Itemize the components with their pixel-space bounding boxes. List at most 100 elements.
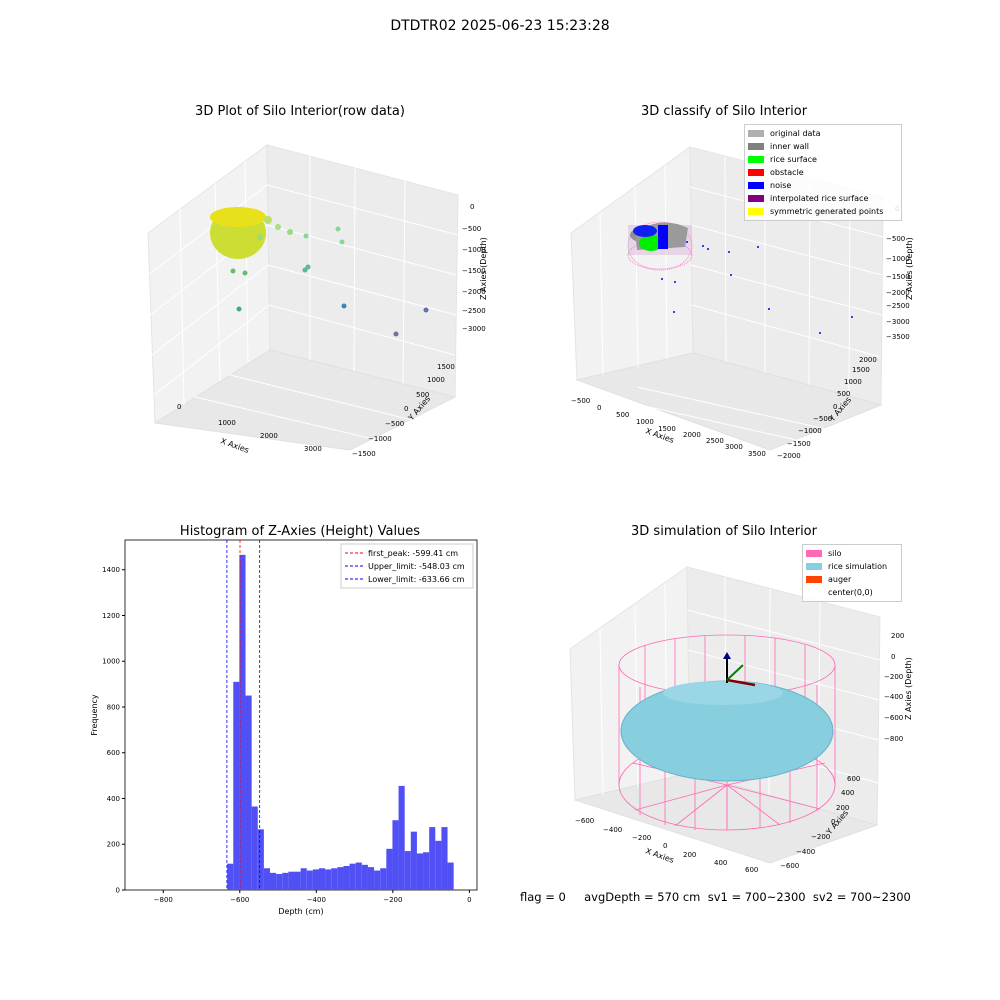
legend-label: rice simulation [828, 562, 888, 571]
histogram-bar [294, 871, 301, 890]
histogram-bar [331, 868, 338, 890]
legend-entry: original data [748, 127, 898, 140]
legend-label: center(0,0) [828, 588, 873, 597]
p2-ztick: −2000 [886, 289, 910, 297]
legend-swatch [806, 576, 822, 583]
legend-entry: silo [806, 547, 898, 560]
histogram-bar [337, 867, 344, 890]
p1-xtick: 3000 [304, 445, 322, 453]
plot-area [124, 539, 478, 891]
p4-xtick: −200 [632, 834, 651, 842]
legend-label: auger [828, 575, 852, 584]
legend-entry: auger [806, 573, 898, 586]
histogram-bar [257, 829, 264, 890]
y-tick-label: 400 [107, 795, 120, 803]
p4-xtick: −600 [575, 817, 594, 825]
histogram-bar [410, 831, 417, 890]
histogram-bar [374, 870, 381, 890]
p4-xtick: 0 [663, 842, 667, 850]
panel1-3d-plot: 0 1000 2000 3000 −1500 −1000 −500 0 500 … [147, 144, 488, 458]
histogram-bar [423, 852, 430, 890]
pane-back-left [570, 146, 694, 381]
legend-label: symmetric generated points [770, 207, 884, 216]
x-tick-label: −200 [383, 896, 402, 904]
p4-ytick: −600 [780, 862, 799, 870]
histogram-bar [416, 853, 424, 890]
panel4-3d-plot: −600 −400 −200 0 200 400 600 −600 −400 −… [569, 566, 913, 874]
legend-label: Lower_limit: -633.66 cm [368, 575, 465, 584]
p2-ytick: 1500 [852, 366, 870, 374]
p4-ztick: −800 [884, 735, 903, 743]
p1-ytick: 0 [404, 405, 408, 413]
p1-ytick: 500 [416, 391, 429, 399]
histogram-bar [441, 827, 448, 890]
histogram-bar [398, 785, 405, 890]
legend-swatch [806, 589, 822, 596]
auger-marker [723, 652, 756, 687]
legend-swatch [806, 563, 822, 570]
p1-ytick: 1000 [427, 376, 445, 384]
p1-ztick: −1000 [462, 246, 486, 254]
p2-xtick: 1500 [658, 425, 676, 433]
histogram-bar [245, 695, 252, 890]
x-tick-label: −600 [230, 896, 249, 904]
p2-ytick: 500 [837, 390, 850, 398]
legend-swatch [748, 156, 764, 163]
p4-xlabel: X Axies [644, 846, 675, 865]
p4-ztick: −600 [884, 714, 903, 722]
x-tick-label: −400 [307, 896, 326, 904]
histogram-bar [227, 863, 234, 890]
histogram-bar [380, 868, 387, 890]
histogram-bar [355, 862, 362, 890]
y-tick-label: 1200 [102, 612, 120, 620]
p1-zlabel: Z Axies (Depth) [479, 237, 488, 300]
panel1-points [210, 207, 429, 337]
histogram-bar [251, 806, 258, 890]
histogram-bar [392, 820, 399, 890]
p2-ytick: −500 [813, 415, 832, 423]
y-tick-label: 1400 [102, 566, 120, 574]
histogram-bar [349, 863, 356, 890]
p2-ytick: −1500 [787, 440, 811, 448]
p2-xtick: 500 [616, 411, 629, 419]
p4-ytick: 0 [831, 818, 835, 826]
histogram-bar [386, 848, 393, 890]
p1-ztick: −2000 [462, 288, 486, 296]
legend-swatch [748, 208, 764, 215]
histogram-bar [233, 681, 240, 890]
p2-xtick: 3000 [725, 443, 743, 451]
y-tick-label: 0 [116, 887, 120, 895]
p4-xtick: 200 [683, 851, 696, 859]
histogram-bar [404, 851, 411, 890]
p4-ztick: −200 [884, 673, 903, 681]
histogram-bar [300, 868, 307, 890]
p4-ytick: −400 [796, 848, 815, 856]
p1-xtick: 0 [177, 403, 181, 411]
p4-ytick: 400 [841, 789, 854, 797]
figure-title: DTDTR02 2025-06-23 15:23:28 [390, 18, 610, 34]
p1-ytick: −1000 [368, 435, 392, 443]
y-tick-label: 200 [107, 841, 120, 849]
p2-xtick: 2000 [683, 431, 701, 439]
panel4-title: 3D simulation of Silo Interior [631, 524, 817, 539]
histogram-bar [312, 869, 319, 890]
p2-ytick: −2000 [777, 452, 801, 460]
histogram-bar [361, 864, 368, 890]
legend-swatch [748, 195, 764, 202]
p2-ztick: −500 [886, 235, 905, 243]
histogram-chart: −800 −600 −400 −200 0 0 200 400 600 800 1000 1200 14… [90, 539, 478, 916]
p2-xtick: 1000 [636, 418, 654, 426]
panel2-points [627, 221, 853, 334]
p2-ytick: 1000 [844, 378, 862, 386]
legend-label: silo [828, 549, 842, 558]
p4-ytick: 200 [836, 804, 849, 812]
legend-entry: obstacle [748, 166, 898, 179]
histogram-bar [318, 868, 326, 890]
legend-swatch [748, 182, 764, 189]
p2-zlabel: Z Axies (Depth) [905, 237, 914, 300]
p4-ytick: 600 [847, 775, 860, 783]
histogram-bar [343, 865, 350, 890]
p4-zlabel: Z Axies (Depth) [904, 657, 913, 720]
histogram-bar [288, 871, 295, 890]
histogram-bar [239, 554, 246, 890]
